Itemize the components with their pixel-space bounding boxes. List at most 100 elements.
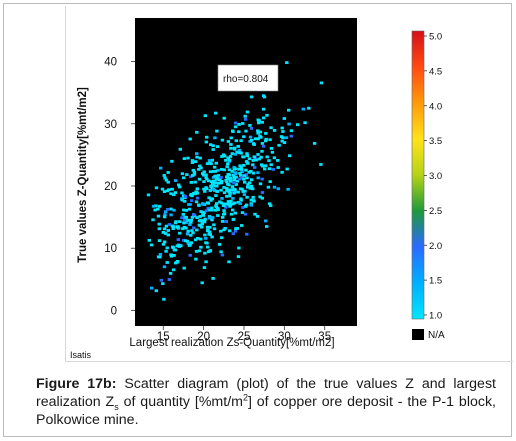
density-cell: [180, 198, 184, 202]
scatter-chart: 15 20 25 30 35 0 10 20 30 40 5.0 4.5 4.0 3.5 3.0 2.5 2.…: [70, 18, 445, 360]
density-cell: [183, 195, 188, 198]
density-cell: [287, 154, 292, 158]
density-cell: [260, 120, 264, 124]
density-cell: [222, 116, 226, 120]
density-cell: [158, 253, 163, 256]
density-cell: [319, 81, 324, 85]
density-cell: [203, 190, 207, 193]
density-cell: [182, 194, 186, 198]
density-cell: [251, 163, 255, 167]
density-cell: [222, 168, 226, 172]
density-cell: [240, 167, 244, 171]
density-cell: [159, 166, 163, 170]
density-cell: [195, 130, 199, 134]
density-cell: [203, 114, 207, 118]
density-cell: [238, 151, 242, 155]
rho-box: [217, 64, 279, 92]
colorbar-tick-label: 2.0: [429, 241, 442, 252]
density-cell: [215, 177, 220, 180]
density-cell: [194, 250, 199, 253]
density-cell: [202, 187, 206, 191]
density-cell: [216, 168, 220, 172]
density-cell: [177, 243, 181, 247]
density-cell: [231, 217, 236, 221]
density-cell: [239, 166, 243, 170]
density-cell: [191, 168, 195, 172]
density-cell: [267, 202, 272, 206]
density-cell: [260, 196, 264, 200]
density-cell: [213, 169, 218, 173]
density-cell: [226, 200, 231, 203]
density-cell: [233, 125, 238, 129]
density-cell: [196, 237, 200, 240]
density-cell: [232, 176, 237, 179]
density-cell: [285, 61, 289, 64]
density-cell: [171, 225, 175, 229]
density-cell: [200, 281, 204, 285]
density-cell: [209, 180, 214, 183]
density-cell: [220, 155, 224, 158]
density-cell: [226, 162, 230, 166]
density-cell: [169, 254, 174, 258]
density-cell: [215, 129, 219, 133]
density-cell: [203, 251, 207, 255]
density-cell: [252, 155, 256, 159]
density-cell: [206, 206, 210, 210]
density-cell: [197, 203, 201, 207]
density-cell: [225, 180, 229, 184]
density-cell: [215, 184, 219, 188]
density-cell: [225, 194, 229, 198]
density-cell: [272, 156, 277, 160]
density-cell: [182, 218, 187, 222]
density-cell: [287, 122, 291, 126]
density-cell: [237, 123, 241, 126]
density-cell: [218, 200, 222, 204]
density-cell: [171, 246, 175, 250]
density-cell: [268, 180, 272, 183]
density-cell: [220, 168, 224, 171]
density-cell: [181, 238, 186, 242]
density-cell: [199, 210, 203, 213]
density-cell: [260, 142, 265, 145]
density-cell: [215, 145, 220, 148]
density-cell: [164, 224, 169, 228]
density-cell: [272, 129, 277, 132]
density-cell: [227, 183, 231, 187]
density-cell: [169, 213, 173, 217]
density-cell: [256, 131, 260, 135]
density-cell: [204, 140, 208, 144]
density-cell: [251, 171, 256, 175]
density-cell: [284, 136, 289, 140]
density-cell: [238, 177, 242, 181]
density-cell: [256, 137, 260, 141]
density-cell: [166, 229, 170, 232]
density-cell: [249, 184, 254, 188]
density-cell: [281, 130, 285, 133]
density-cell: [161, 282, 165, 285]
density-cell: [202, 211, 206, 214]
density-cell: [253, 212, 257, 216]
density-cell: [256, 176, 260, 180]
density-cell: [246, 185, 250, 189]
density-cell: [224, 178, 228, 182]
density-cell: [280, 139, 284, 143]
density-cell: [216, 208, 220, 212]
density-cell: [189, 181, 193, 184]
density-cell: [157, 239, 162, 242]
density-cell: [227, 260, 231, 264]
density-cell: [222, 212, 227, 215]
density-cell: [211, 179, 216, 183]
density-cell: [244, 203, 249, 207]
density-cell: [233, 211, 237, 215]
density-cell: [162, 174, 166, 177]
density-cell: [182, 266, 186, 270]
density-cell: [204, 209, 209, 213]
density-cell: [259, 155, 263, 159]
density-cell: [195, 196, 200, 200]
density-cell: [207, 208, 211, 212]
density-cell: [230, 152, 234, 155]
density-cell: [207, 215, 212, 218]
density-cell: [188, 223, 192, 226]
density-cell: [236, 255, 241, 258]
density-cell: [258, 130, 263, 134]
